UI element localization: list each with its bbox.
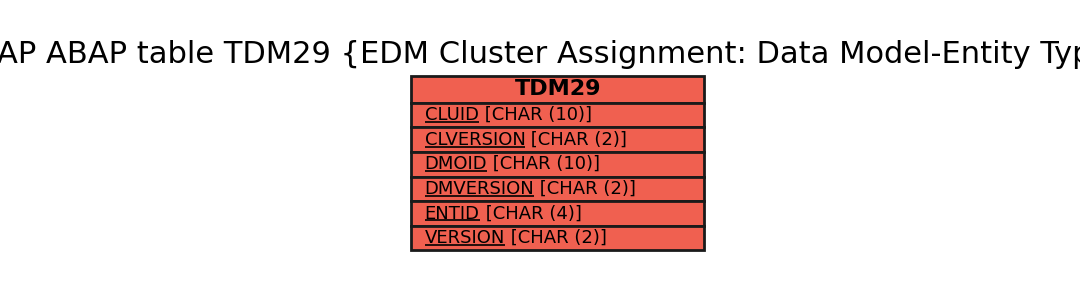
Text: CLVERSION: CLVERSION	[424, 131, 526, 149]
Text: DMOID: DMOID	[424, 155, 487, 173]
FancyBboxPatch shape	[411, 201, 704, 226]
Text: ENTID: ENTID	[424, 205, 480, 222]
Text: [CHAR (2)]: [CHAR (2)]	[535, 180, 636, 198]
Text: CLUID: CLUID	[424, 106, 478, 124]
FancyBboxPatch shape	[411, 176, 704, 201]
Text: [CHAR (10)]: [CHAR (10)]	[487, 155, 600, 173]
Text: [CHAR (10)]: [CHAR (10)]	[478, 106, 592, 124]
FancyBboxPatch shape	[411, 76, 704, 103]
Text: [CHAR (2)]: [CHAR (2)]	[526, 131, 627, 149]
FancyBboxPatch shape	[411, 127, 704, 152]
Text: TDM29: TDM29	[514, 80, 600, 99]
Text: VERSION: VERSION	[424, 229, 505, 247]
FancyBboxPatch shape	[411, 152, 704, 176]
Text: DMVERSION: DMVERSION	[424, 180, 535, 198]
Text: SAP ABAP table TDM29 {EDM Cluster Assignment: Data Model-Entity Type}: SAP ABAP table TDM29 {EDM Cluster Assign…	[0, 40, 1080, 69]
Text: [CHAR (2)]: [CHAR (2)]	[505, 229, 607, 247]
Text: [CHAR (4)]: [CHAR (4)]	[480, 205, 581, 222]
FancyBboxPatch shape	[411, 103, 704, 127]
FancyBboxPatch shape	[411, 226, 704, 251]
